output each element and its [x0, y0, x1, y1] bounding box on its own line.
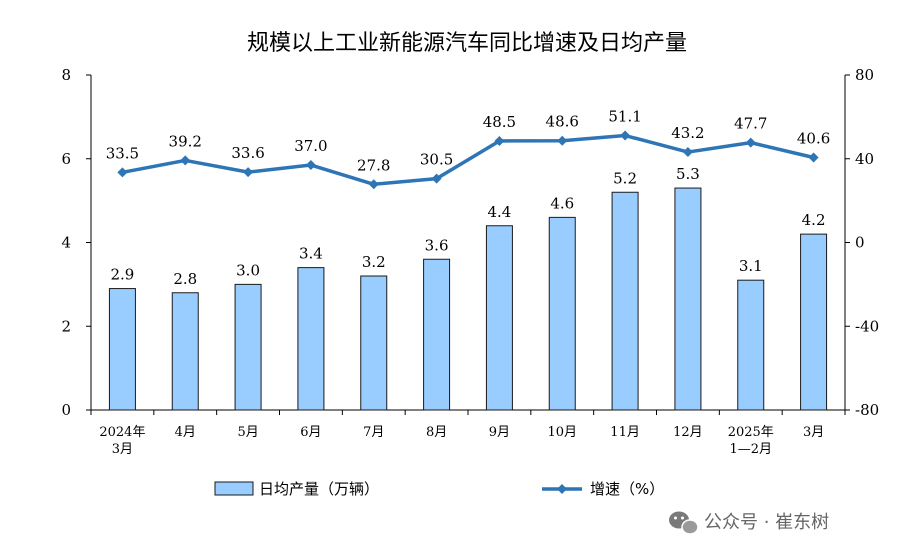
bar — [171, 292, 199, 411]
line-value-label: 33.6 — [231, 144, 264, 162]
category-label: 8月 — [426, 425, 447, 440]
line-marker — [808, 152, 819, 163]
bar — [611, 191, 639, 411]
category-label: 7月 — [363, 425, 384, 440]
left-tick-label: 6 — [61, 150, 71, 168]
bar — [423, 258, 451, 411]
line-value-label: 37.0 — [294, 137, 327, 155]
category-label: 2025年 — [728, 425, 774, 440]
category-label: 4月 — [175, 425, 196, 440]
line-marker — [305, 160, 316, 171]
left-tick-label: 2 — [61, 317, 71, 335]
line-value-label: 27.8 — [357, 156, 390, 174]
watermark-text: 公众号 · 崔东树 — [704, 512, 829, 533]
legend-bar-label: 日均产量（万辆） — [259, 480, 379, 498]
right-tick-label: -40 — [855, 317, 879, 335]
line-path — [122, 133, 814, 187]
bar-value-label: 3.6 — [425, 236, 449, 254]
line-value-label: 51.1 — [608, 108, 641, 126]
left-tick-label: 0 — [61, 401, 71, 419]
line-value-label: 48.5 — [483, 113, 516, 131]
line-marker — [557, 135, 568, 146]
category-label: 6月 — [300, 425, 321, 440]
right-tick-label: 0 — [855, 234, 865, 252]
legend-bar-swatch — [214, 481, 254, 496]
legend: 日均产量（万辆） 增速（%） — [214, 480, 664, 498]
bar — [674, 187, 702, 411]
line-value-label: 39.2 — [169, 132, 202, 150]
line-marker — [243, 167, 254, 178]
bar-value-label: 3.2 — [362, 253, 386, 271]
bar — [485, 225, 513, 411]
bar — [297, 267, 325, 411]
bar-series — [108, 187, 828, 411]
right-tick-label: -80 — [855, 401, 879, 419]
chart-title: 规模以上工业新能源汽车同比增速及日均产量 — [247, 31, 687, 56]
data-labels: 2.9 2.8 3.0 3.4 3.2 3.6 4.4 4.6 5.2 5.3 3.1 4.2 33.5… — [106, 108, 831, 288]
line-value-label: 48.6 — [546, 113, 579, 131]
category-label: 12月 — [673, 425, 703, 440]
line-value-label: 40.6 — [797, 129, 830, 147]
bar — [548, 216, 576, 411]
legend-line-label: 增速（%） — [590, 480, 664, 498]
line-marker — [117, 167, 128, 178]
axes: 0 2 4 6 8 -80 -40 0 40 80 — [61, 66, 879, 419]
category-label: 10月 — [547, 425, 577, 440]
category-label: 9月 — [489, 425, 510, 440]
wechat-icon — [669, 511, 699, 535]
line-series — [117, 130, 819, 190]
bar-value-label: 2.8 — [173, 270, 197, 288]
category-labels: 2024年 3月 4月 5月 6月 7月 8月 9月 10月 11月 12月 2025年 1—2月 3月 — [99, 425, 824, 457]
right-tick-label: 40 — [855, 150, 874, 168]
category-label: 3月 — [112, 442, 133, 457]
bar — [108, 288, 136, 411]
bar — [360, 275, 388, 411]
legend-line-marker — [557, 484, 567, 494]
category-label: 5月 — [237, 425, 258, 440]
bar-value-label: 2.9 — [110, 266, 134, 284]
bar-value-label: 4.4 — [487, 203, 511, 221]
left-tick-label: 8 — [61, 66, 71, 84]
right-tick-label: 80 — [855, 66, 874, 84]
bar-value-label: 3.1 — [739, 257, 763, 275]
watermark: 公众号 · 崔东树 — [669, 511, 829, 535]
bar-value-label: 4.2 — [802, 211, 826, 229]
line-value-label: 33.5 — [106, 144, 139, 162]
bar — [800, 233, 828, 411]
line-marker — [494, 135, 505, 146]
category-label: 3月 — [803, 425, 824, 440]
bar — [234, 283, 262, 411]
category-label: 11月 — [610, 425, 640, 440]
left-tick-label: 4 — [61, 234, 71, 252]
line-marker — [745, 137, 756, 148]
line-marker — [431, 173, 442, 184]
bar-value-label: 4.6 — [550, 194, 574, 212]
line-marker — [368, 179, 379, 190]
category-label: 1—2月 — [729, 442, 772, 457]
category-label: 2024年 — [99, 425, 145, 440]
bar-value-label: 5.2 — [613, 169, 637, 187]
line-value-label: 43.2 — [671, 124, 704, 142]
bar — [737, 279, 765, 411]
line-value-label: 47.7 — [734, 115, 767, 133]
line-marker — [620, 130, 631, 141]
line-marker — [682, 147, 693, 158]
bar-value-label: 5.3 — [676, 165, 700, 183]
line-marker — [180, 155, 191, 166]
bar-value-label: 3.0 — [236, 261, 260, 279]
line-value-label: 30.5 — [420, 151, 453, 169]
bar-value-label: 3.4 — [299, 245, 323, 263]
